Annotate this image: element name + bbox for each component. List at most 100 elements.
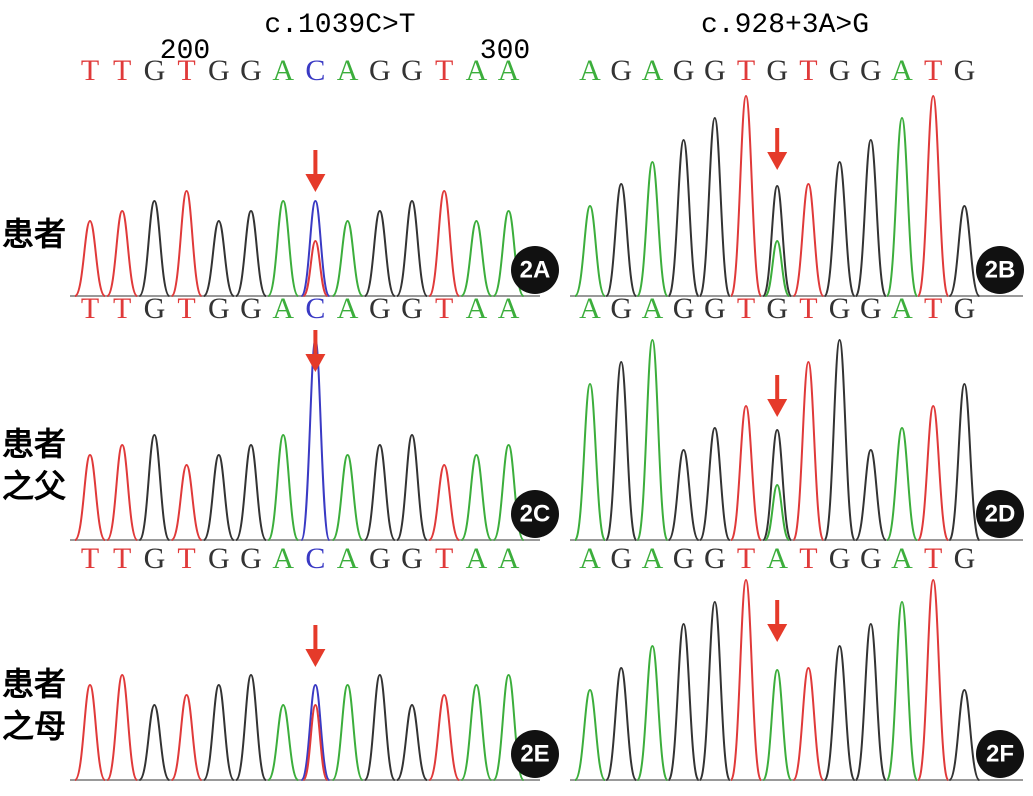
base: T bbox=[924, 292, 942, 325]
base: G bbox=[369, 292, 391, 325]
peak bbox=[428, 189, 461, 297]
base: G bbox=[240, 54, 262, 87]
peak bbox=[106, 673, 139, 781]
peak bbox=[636, 160, 669, 297]
peak bbox=[886, 116, 918, 297]
peak bbox=[574, 382, 606, 541]
base: A bbox=[466, 292, 488, 325]
base: A bbox=[498, 292, 520, 325]
peak bbox=[917, 578, 950, 781]
peak bbox=[202, 453, 235, 541]
peak bbox=[267, 199, 300, 297]
peak bbox=[202, 683, 235, 781]
base: T bbox=[177, 542, 195, 575]
base: T bbox=[924, 54, 942, 87]
peak bbox=[300, 199, 331, 297]
peak bbox=[396, 433, 428, 541]
base: A bbox=[891, 54, 913, 87]
base: C bbox=[305, 54, 325, 87]
peak bbox=[106, 443, 139, 541]
peak bbox=[460, 453, 493, 541]
base: A bbox=[579, 54, 601, 87]
peak bbox=[460, 219, 493, 297]
peak bbox=[202, 219, 235, 297]
base: G bbox=[369, 542, 391, 575]
peak bbox=[460, 683, 493, 781]
base: A bbox=[272, 54, 294, 87]
peak bbox=[854, 138, 887, 297]
peak bbox=[106, 209, 139, 297]
peak bbox=[396, 199, 428, 297]
base: T bbox=[737, 54, 755, 87]
peak bbox=[267, 703, 300, 781]
base: G bbox=[860, 54, 882, 87]
base: T bbox=[81, 292, 99, 325]
peak bbox=[823, 644, 856, 781]
peak bbox=[917, 94, 950, 297]
base: T bbox=[737, 292, 755, 325]
base: G bbox=[401, 54, 423, 87]
base: A bbox=[498, 54, 520, 87]
base: A bbox=[466, 54, 488, 87]
peak bbox=[730, 94, 762, 297]
peak bbox=[886, 600, 918, 781]
base: G bbox=[704, 542, 726, 575]
row-label: 之母 bbox=[2, 707, 66, 745]
peak bbox=[730, 404, 762, 541]
peak bbox=[138, 703, 171, 781]
base: G bbox=[673, 54, 695, 87]
base: A bbox=[272, 542, 294, 575]
base: A bbox=[642, 292, 664, 325]
arrow-head bbox=[767, 624, 788, 642]
peak bbox=[764, 239, 791, 297]
peak bbox=[667, 138, 700, 297]
base: G bbox=[829, 292, 851, 325]
peak bbox=[267, 433, 300, 541]
base: G bbox=[369, 54, 391, 87]
peak bbox=[948, 382, 981, 541]
base: G bbox=[673, 292, 695, 325]
peak bbox=[886, 426, 918, 541]
base: A bbox=[337, 542, 359, 575]
base: G bbox=[704, 54, 726, 87]
base: G bbox=[704, 292, 726, 325]
base: G bbox=[766, 54, 788, 87]
base: T bbox=[924, 542, 942, 575]
base: G bbox=[144, 542, 166, 575]
base: T bbox=[435, 292, 453, 325]
arrow-head bbox=[305, 174, 326, 192]
peak bbox=[363, 673, 396, 781]
peak bbox=[764, 483, 791, 541]
peak bbox=[792, 182, 825, 297]
peak bbox=[170, 463, 203, 541]
peak bbox=[823, 338, 856, 541]
peak bbox=[823, 160, 856, 297]
peak bbox=[74, 683, 106, 781]
panel-badge bbox=[976, 730, 1024, 778]
base: G bbox=[208, 54, 230, 87]
base: A bbox=[642, 54, 664, 87]
panel-label: 2B bbox=[985, 257, 1016, 284]
base: G bbox=[610, 54, 632, 87]
base: G bbox=[240, 542, 262, 575]
base: G bbox=[144, 292, 166, 325]
base: T bbox=[113, 292, 131, 325]
panel-label: 2E bbox=[520, 741, 549, 768]
base: A bbox=[498, 542, 520, 575]
header: c.1039C>T bbox=[264, 10, 415, 41]
peak bbox=[170, 189, 203, 297]
base: T bbox=[799, 292, 817, 325]
row-label: 之父 bbox=[2, 467, 66, 505]
peak bbox=[948, 688, 981, 781]
base: G bbox=[208, 292, 230, 325]
panel-label: 2F bbox=[986, 741, 1014, 768]
base: C bbox=[305, 292, 325, 325]
base: T bbox=[799, 54, 817, 87]
panel-badge bbox=[511, 246, 559, 294]
base: T bbox=[113, 54, 131, 87]
arrow-head bbox=[305, 354, 326, 372]
peak bbox=[792, 360, 825, 541]
position-label: 200 bbox=[160, 36, 210, 67]
base: A bbox=[272, 292, 294, 325]
arrow-head bbox=[305, 649, 326, 667]
